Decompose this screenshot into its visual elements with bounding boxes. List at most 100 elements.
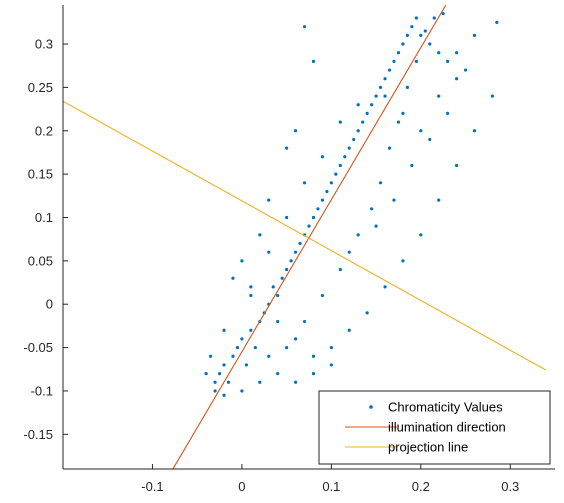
scatter-point xyxy=(293,380,298,384)
scatter-point xyxy=(352,137,356,142)
scatter-point xyxy=(374,94,378,98)
scatter-point xyxy=(374,224,378,228)
scatter-point xyxy=(249,293,253,298)
scatter-point xyxy=(329,363,333,367)
scatter-point xyxy=(302,25,307,29)
y-tick-label: 0.1 xyxy=(35,210,53,225)
scatter-point xyxy=(235,345,240,350)
scatter-point xyxy=(361,120,365,124)
legend-label: Chromaticity Values xyxy=(388,400,503,415)
scatter-point xyxy=(258,380,262,384)
scatter-point xyxy=(280,276,284,280)
x-tick-label: 0.2 xyxy=(412,479,430,494)
scatter-point xyxy=(217,372,222,376)
legend: Chromaticity Values illumination directio… xyxy=(318,390,551,465)
scatter-point xyxy=(285,146,289,150)
scatter-point xyxy=(226,380,231,384)
scatter-point xyxy=(276,293,280,298)
legend-label: projection line xyxy=(388,440,468,455)
axes: -0.1 0 0.1 0.2 0.3 -0.15 -0.1 -0.05 0 0.05 0.1 0.15… xyxy=(23,5,555,494)
illumination-direction-line xyxy=(172,5,447,469)
scatter-point xyxy=(222,328,226,332)
y-tick-label: -0.05 xyxy=(23,340,53,355)
scatter-point xyxy=(347,250,351,254)
scatter-point xyxy=(383,77,387,81)
x-tick-label: 0.3 xyxy=(501,479,519,494)
scatter-point xyxy=(455,163,459,168)
scatter-point xyxy=(249,285,253,289)
scatter-point xyxy=(392,59,396,63)
scatter-point xyxy=(311,59,316,63)
scatter-point xyxy=(329,345,333,350)
scatter-point xyxy=(437,94,441,98)
scatter-point xyxy=(387,68,392,72)
scatter-point xyxy=(222,363,226,367)
scatter-point xyxy=(267,354,271,358)
scatter-point xyxy=(302,181,307,185)
scatter-point xyxy=(316,207,320,211)
scatter-point xyxy=(240,259,244,263)
scatter-point xyxy=(370,103,374,107)
scatter-point xyxy=(276,372,280,376)
scatter-point xyxy=(298,241,302,246)
scatter-point xyxy=(365,311,369,315)
y-tick-label: 0 xyxy=(46,297,53,312)
scatter-point xyxy=(419,33,423,37)
scatter-point xyxy=(240,337,244,341)
scatter-point xyxy=(405,33,409,37)
scatter-point xyxy=(437,51,441,55)
scatter-point xyxy=(392,198,396,202)
scatter-point xyxy=(387,146,392,150)
scatter-point xyxy=(213,389,217,393)
scatter-point xyxy=(437,198,441,202)
scatter-point xyxy=(463,68,468,72)
scatter-point xyxy=(401,259,405,263)
y-tick-label: 0.25 xyxy=(28,80,53,95)
x-tick-label: -0.1 xyxy=(141,479,163,494)
scatter-point xyxy=(423,29,427,33)
scatter-point xyxy=(209,354,213,358)
scatter-point xyxy=(401,42,405,46)
y-tick-label: 0.2 xyxy=(35,123,53,138)
scatter-point xyxy=(240,389,244,393)
scatter-point xyxy=(204,372,208,376)
scatter-point xyxy=(311,354,316,358)
scatter-point xyxy=(334,172,338,176)
scatter-point xyxy=(307,224,311,228)
scatter-point xyxy=(410,25,414,29)
scatter-point xyxy=(338,267,342,272)
scatter-point xyxy=(213,380,217,384)
scatter-point xyxy=(276,319,280,324)
scatter-point xyxy=(428,42,432,46)
scatter-point xyxy=(383,94,387,98)
scatter-point xyxy=(414,59,418,63)
scatter-point xyxy=(329,181,333,185)
scatter-point xyxy=(414,16,418,20)
scatter-point xyxy=(419,129,423,133)
scatter-point xyxy=(365,111,369,116)
legend-marker xyxy=(369,405,373,409)
scatter-point xyxy=(370,207,374,211)
projection-line-line xyxy=(63,100,547,371)
scatter-point xyxy=(267,250,271,254)
scatter-point xyxy=(356,129,360,133)
scatter-point xyxy=(271,285,275,289)
scatter-point xyxy=(432,16,436,20)
scatter-point xyxy=(338,120,342,124)
scatter-point xyxy=(320,198,325,202)
scatter-point xyxy=(231,354,235,358)
scatter-point xyxy=(347,328,351,332)
scatter-point xyxy=(267,198,271,202)
scatter-point xyxy=(356,233,360,237)
scatter-point xyxy=(396,51,401,55)
scatter-point xyxy=(419,233,423,237)
scatter-point xyxy=(401,111,405,116)
scatter-point xyxy=(320,293,325,298)
y-tick-label: 0.05 xyxy=(28,253,53,268)
scatter-point xyxy=(338,163,342,168)
x-tick-label: 0.1 xyxy=(322,479,340,494)
scatter-point xyxy=(285,215,289,220)
scatter-point xyxy=(222,393,226,397)
